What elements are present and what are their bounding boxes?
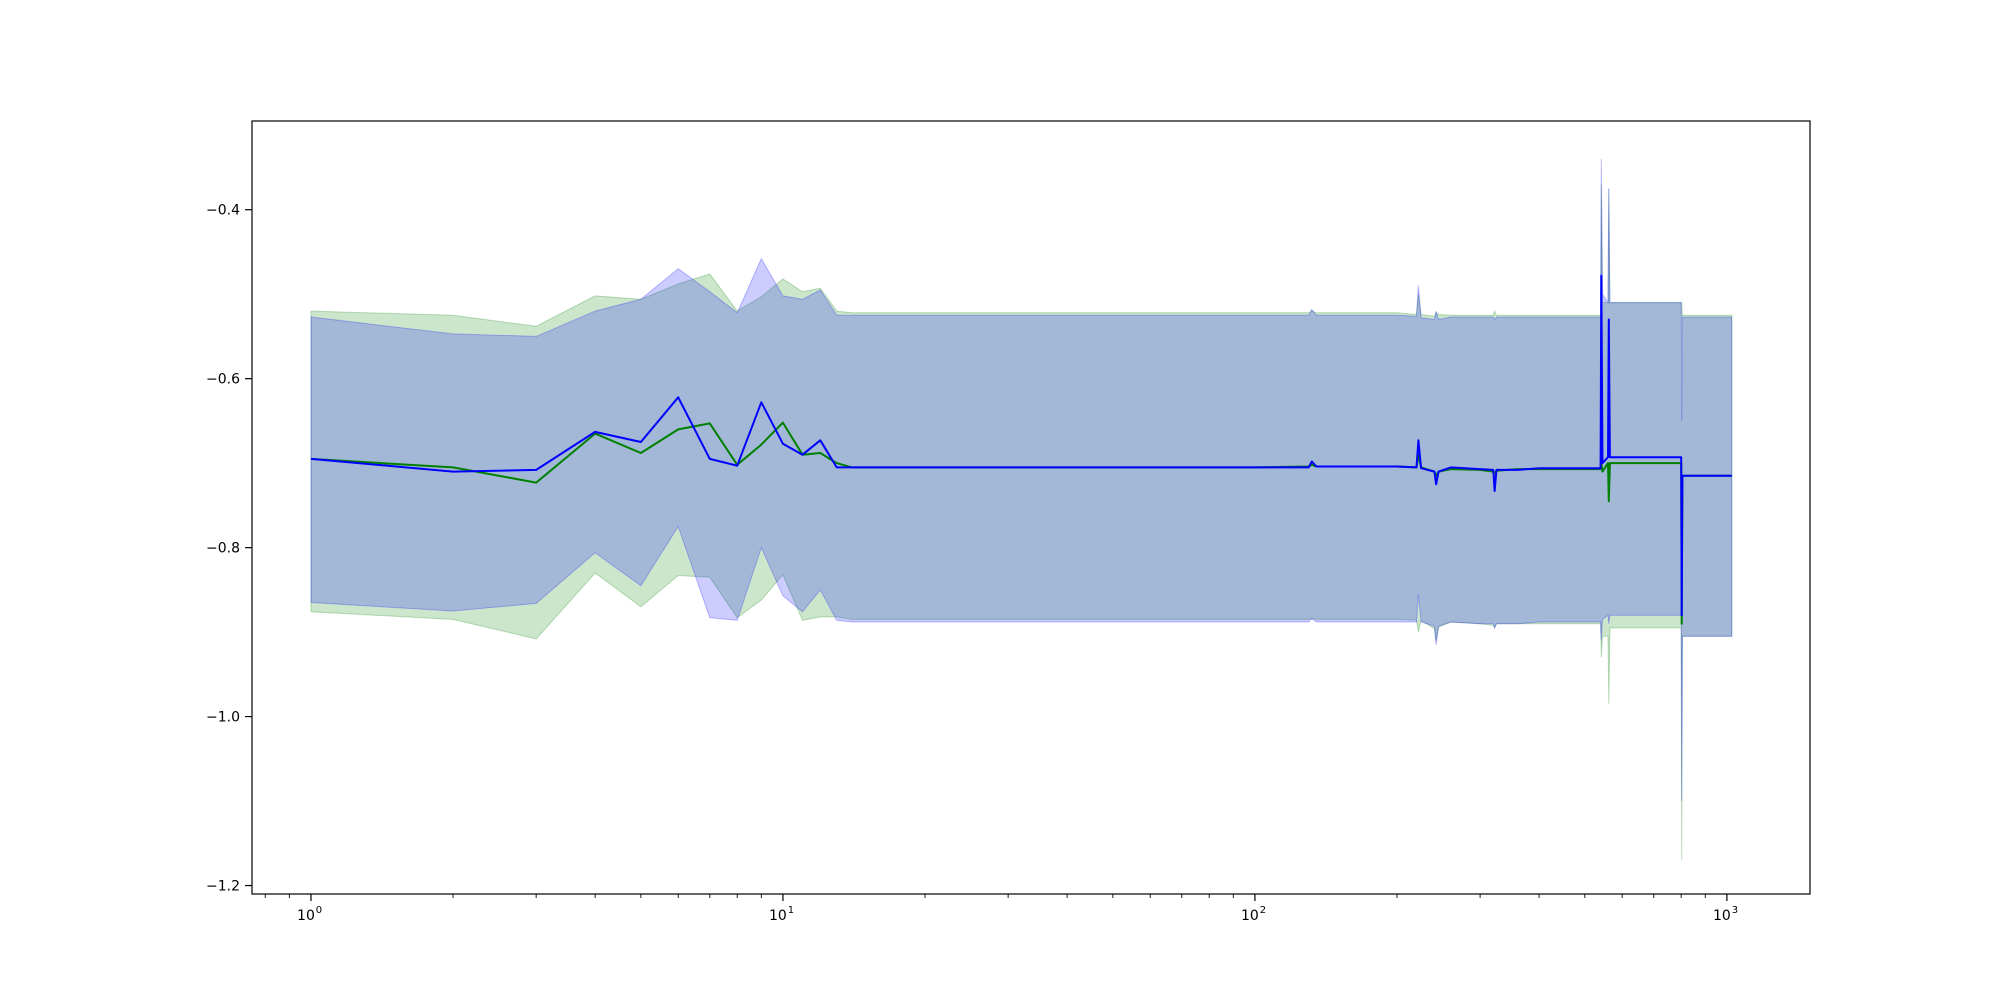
x-tick-label-base: 10 <box>1241 908 1259 924</box>
confidence-band-1 <box>310 184 1733 861</box>
confidence-bands <box>310 158 1733 861</box>
y-tick-label: −0.8 <box>206 541 240 557</box>
y-tick-label: −1.0 <box>206 710 240 726</box>
x-tick-label: 10 <box>1241 908 1259 924</box>
confidence-band-2 <box>310 158 1733 802</box>
series-line-2 <box>310 274 1732 617</box>
x-tick-label-exponent: 1 <box>788 905 794 916</box>
y-tick-label: −1.2 <box>206 879 240 895</box>
x-tick-label: 10 <box>769 908 787 924</box>
x-tick-label-exponent: 0 <box>316 905 322 916</box>
x-axis: 10 0 10 1 10 2 10 3 <box>264 894 1738 924</box>
x-tick-label-base: 10 <box>297 908 315 924</box>
x-tick-label-exponent: 3 <box>1732 905 1738 916</box>
plot-frame <box>251 120 1811 895</box>
x-tick-label-base: 10 <box>769 908 787 924</box>
series-lines <box>310 274 1732 625</box>
x-tick-label: 10 <box>1713 908 1731 924</box>
y-tick-label: −0.6 <box>206 372 240 388</box>
x-tick-label: 10 <box>297 908 315 924</box>
y-axis: −0.4 −0.6 −0.8 −1.0 −1.2 <box>206 203 252 895</box>
x-tick-label-base: 10 <box>1713 908 1731 924</box>
x-tick-label-exponent: 2 <box>1260 905 1266 916</box>
y-tick-label: −0.4 <box>206 203 240 219</box>
